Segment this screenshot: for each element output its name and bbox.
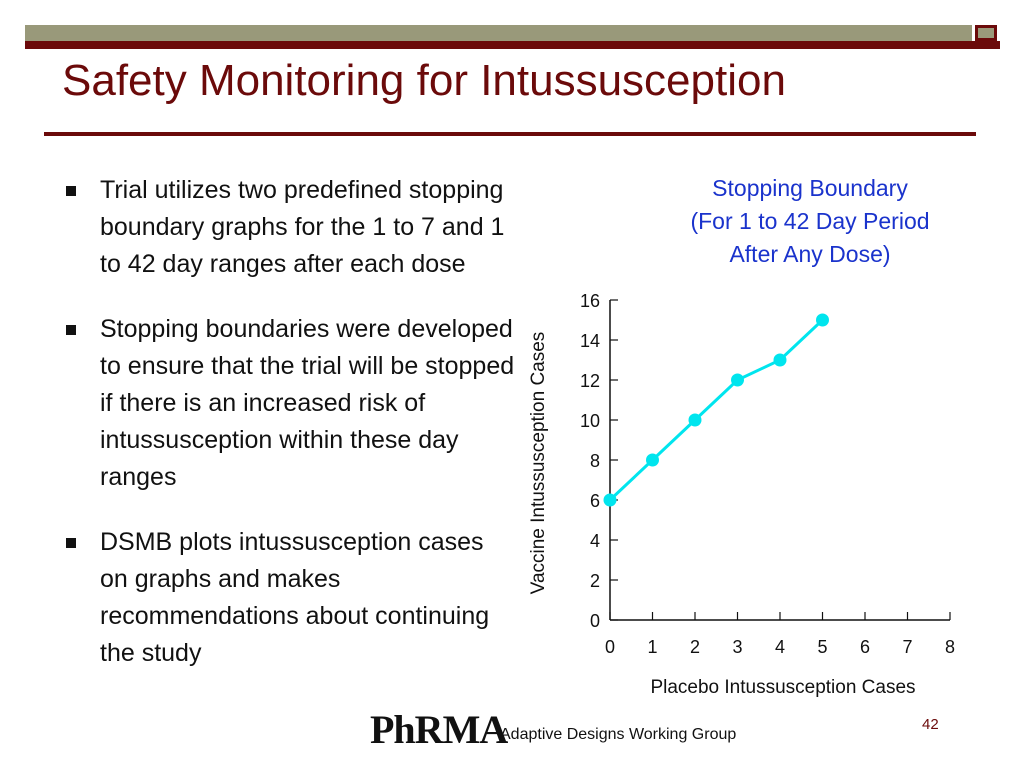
data-point — [646, 453, 659, 467]
data-point — [816, 313, 829, 327]
x-tick-label: 1 — [647, 637, 657, 657]
chart-title-line: (For 1 to 42 Day Period — [690, 208, 930, 234]
chart-title-line: Stopping Boundary — [712, 175, 908, 201]
y-tick-label: 2 — [590, 571, 600, 591]
y-tick-label: 8 — [590, 451, 600, 471]
x-tick-label: 4 — [775, 637, 785, 657]
bullet-item: Stopping boundaries were developed to en… — [62, 311, 517, 496]
bullet-item: DSMB plots intussusception cases on grap… — [62, 524, 517, 672]
x-tick-label: 5 — [817, 637, 827, 657]
bullet-text: Trial utilizes two predefined stopping b… — [100, 176, 505, 278]
slide-title: Safety Monitoring for Intussusception — [62, 56, 786, 105]
y-tick-label: 4 — [590, 531, 600, 551]
data-point — [603, 493, 617, 507]
phrma-logo: PhRMA — [370, 707, 508, 752]
y-tick-label: 0 — [590, 611, 600, 631]
header-bar-red — [25, 41, 1000, 49]
stopping-boundary-chart: Vaccine Intussusception Cases Placebo In… — [528, 291, 955, 698]
y-tick-label: 16 — [580, 291, 600, 311]
data-point — [731, 373, 744, 387]
footer-text: Adaptive Designs Working Group — [500, 726, 737, 743]
chart-title: Stopping Boundary (For 1 to 42 Day Perio… — [640, 172, 980, 271]
bullet-list: Trial utilizes two predefined stopping b… — [62, 172, 517, 700]
x-tick-label: 0 — [605, 637, 615, 657]
x-tick-label: 8 — [945, 637, 955, 657]
square-bullet-icon — [66, 325, 76, 335]
square-bullet-icon — [66, 186, 76, 196]
x-tick-label: 2 — [690, 637, 700, 657]
x-tick-label: 3 — [732, 637, 742, 657]
square-bullet-icon — [66, 538, 76, 548]
y-tick-label: 12 — [580, 371, 600, 391]
corner-box-inner — [978, 28, 994, 38]
bullet-text: Stopping boundaries were developed to en… — [100, 315, 515, 491]
bullet-item: Trial utilizes two predefined stopping b… — [62, 172, 517, 283]
bullet-text: DSMB plots intussusception cases on grap… — [100, 528, 490, 667]
y-tick-label: 14 — [580, 331, 600, 351]
x-tick-label: 7 — [902, 637, 912, 657]
y-axis-label: Vaccine Intussusception Cases — [528, 332, 549, 595]
page-number: 42 — [922, 716, 939, 733]
y-tick-label: 6 — [590, 491, 600, 511]
x-tick-label: 6 — [860, 637, 870, 657]
chart-title-line: After Any Dose) — [729, 241, 891, 267]
data-point — [773, 353, 787, 367]
x-axis-label: Placebo Intussusception Cases — [650, 677, 915, 698]
header-bar-gray — [25, 25, 972, 41]
series-line — [608, 318, 824, 502]
title-rule — [44, 132, 976, 136]
y-tick-label: 10 — [580, 411, 600, 431]
data-point — [688, 413, 702, 427]
